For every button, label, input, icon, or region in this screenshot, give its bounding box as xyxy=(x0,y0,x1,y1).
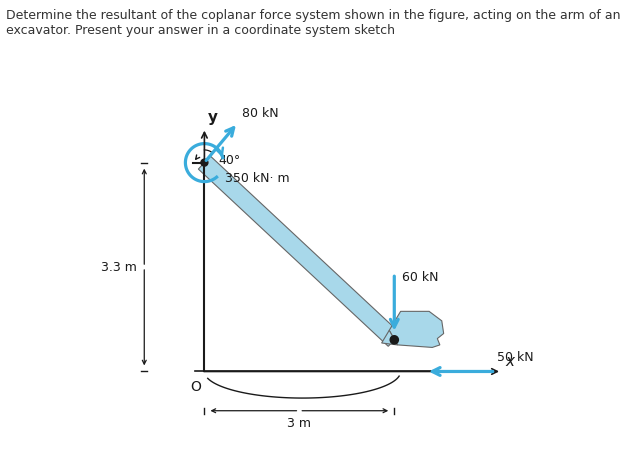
Text: 50 kN: 50 kN xyxy=(497,351,534,364)
Circle shape xyxy=(201,159,208,166)
Text: 3.3 m: 3.3 m xyxy=(101,261,137,274)
Text: 350 kN· m: 350 kN· m xyxy=(224,172,289,185)
Text: y: y xyxy=(208,110,218,124)
Text: 80 kN: 80 kN xyxy=(242,107,279,120)
Text: 40°: 40° xyxy=(219,153,240,166)
Text: x: x xyxy=(505,354,514,369)
Polygon shape xyxy=(382,330,397,345)
Text: O: O xyxy=(190,380,201,394)
Text: Determine the resultant of the coplanar force system shown in the figure, acting: Determine the resultant of the coplanar … xyxy=(6,9,621,37)
Circle shape xyxy=(390,336,399,344)
Text: 60 kN: 60 kN xyxy=(402,272,439,285)
Text: 3 m: 3 m xyxy=(287,417,311,430)
Polygon shape xyxy=(389,311,444,347)
Polygon shape xyxy=(198,156,401,346)
